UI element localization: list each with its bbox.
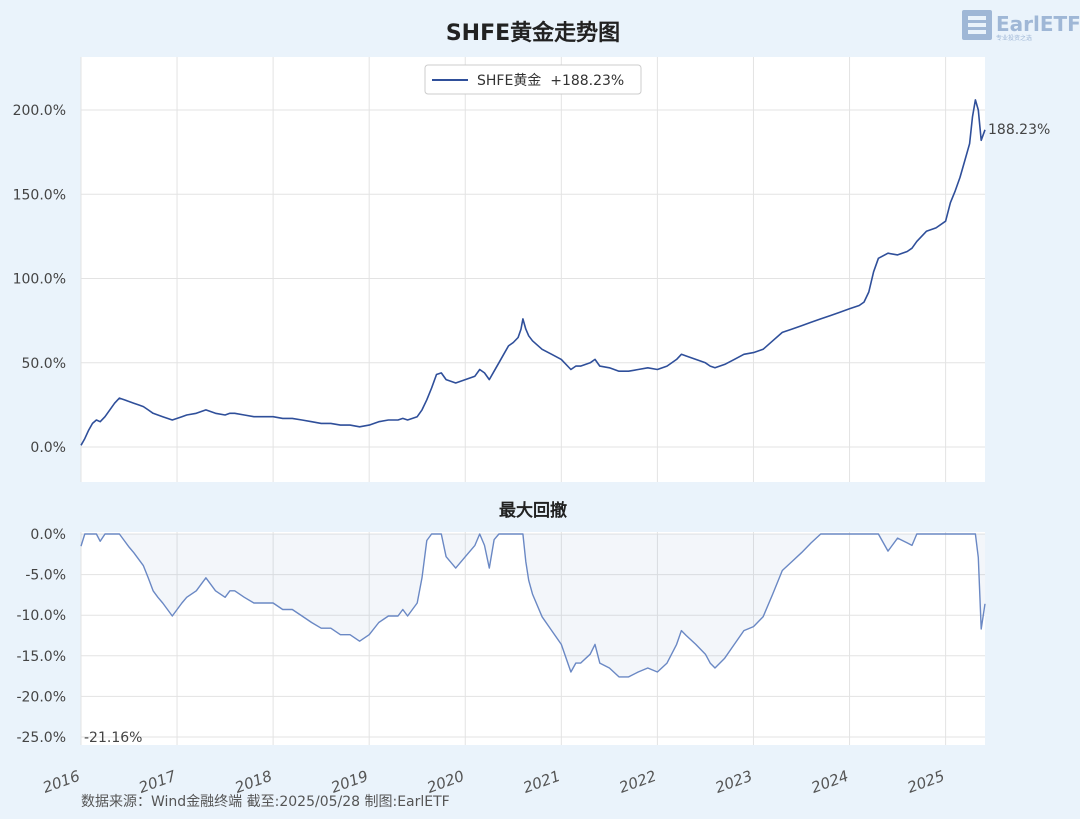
y-tick-label: 100.0% — [13, 272, 66, 288]
y-tick-label: -20.0% — [16, 689, 66, 705]
y-tick-label: 200.0% — [13, 103, 66, 119]
x-tick-label: 2020 — [425, 767, 467, 797]
x-tick-label: 2023 — [713, 767, 755, 797]
price-series-line — [80, 99, 986, 446]
drawdown-title: 最大回撤 — [499, 500, 567, 521]
price-y-axis: 0.0% 50.0% 100.0% 150.0% 200.0% — [13, 103, 66, 456]
legend: SHFE黄金 +188.23% — [424, 64, 642, 95]
drawdown-gridlines — [80, 532, 985, 745]
chart-title: SHFE黄金走势图 — [446, 20, 620, 46]
drawdown-series-line — [80, 533, 986, 678]
logo-subtext: 专业投资之选 — [996, 34, 1032, 42]
end-value-label: 188.23% — [988, 122, 1050, 138]
x-tick-label: 2021 — [521, 767, 563, 797]
drawdown-area — [81, 534, 985, 677]
legend-label: SHFE黄金 +188.23% — [477, 72, 624, 89]
x-axis: 2016 2017 2018 2019 2020 2021 2022 2023 2024 2025 — [40, 767, 947, 797]
earletf-logo: EarlETF 专业投资之选 — [962, 10, 1080, 42]
x-tick-label: 2018 — [232, 767, 274, 797]
y-tick-label: -15.0% — [16, 649, 66, 665]
drawdown-y-axis: 0.0% -5.0% -10.0% -15.0% -20.0% -25.0% — [16, 527, 66, 746]
y-tick-label: -25.0% — [16, 730, 66, 746]
x-tick-label: 2016 — [40, 767, 82, 797]
x-tick-label: 2019 — [329, 767, 371, 797]
y-tick-label: 150.0% — [13, 187, 66, 203]
logo-text: EarlETF — [996, 12, 1080, 36]
x-tick-label: 2025 — [905, 767, 947, 797]
y-tick-label: 0.0% — [30, 440, 66, 456]
drawdown-panel — [81, 532, 985, 745]
y-tick-label: -10.0% — [16, 608, 66, 624]
y-tick-label: -5.0% — [25, 568, 66, 584]
source-note: 数据来源：Wind金融终端 截至:2025/05/28 制图:EarlETF — [81, 794, 450, 810]
min-drawdown-label: -21.16% — [84, 730, 142, 746]
y-tick-label: 50.0% — [22, 356, 66, 372]
legend-box — [424, 64, 642, 95]
price-panel — [81, 57, 985, 482]
price-gridlines — [80, 57, 985, 482]
x-tick-label: 2017 — [136, 767, 178, 797]
y-tick-label: 0.0% — [30, 527, 66, 543]
x-tick-label: 2022 — [617, 767, 659, 797]
x-tick-label: 2024 — [809, 767, 851, 797]
